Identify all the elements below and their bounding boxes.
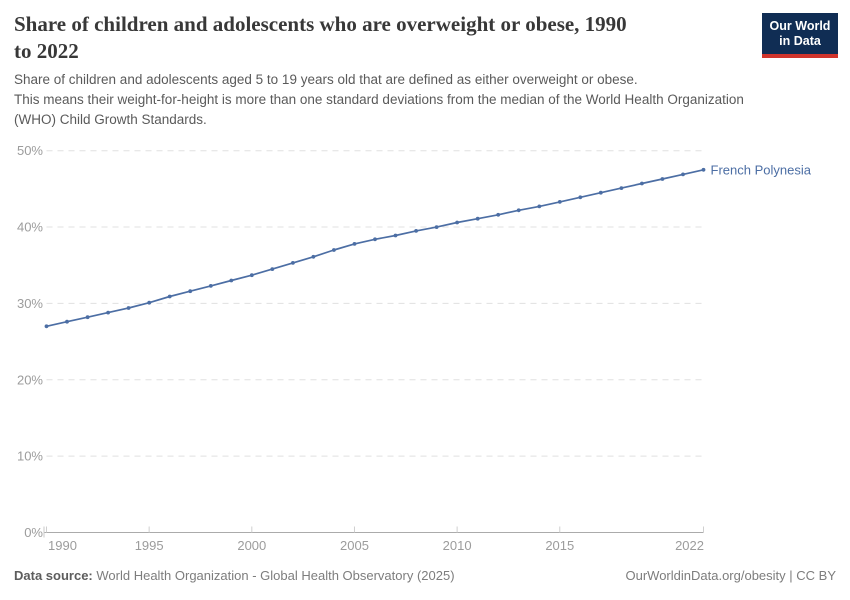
x-axis-tick-label: 2000 (237, 538, 266, 553)
y-axis-tick-label: 0% (24, 525, 43, 540)
x-axis-tick-label: 2015 (545, 538, 574, 553)
data-point (65, 319, 69, 324)
data-point (598, 190, 603, 195)
data-point (619, 186, 624, 191)
footer-link: OurWorldinData.org/obesity | CC BY (625, 568, 837, 583)
x-axis-tick-label: 2010 (443, 538, 472, 553)
chart-footer: Data source: World Health Organization -… (14, 567, 836, 584)
data-source: Data source: World Health Organization -… (14, 567, 455, 584)
data-point (229, 278, 234, 283)
data-point (167, 294, 172, 299)
chart-title: Share of children and adolescents who ar… (14, 11, 754, 65)
series-end-label: French Polynesia (711, 162, 812, 177)
data-line (45, 168, 705, 328)
data-point (249, 273, 254, 278)
data-point (516, 208, 521, 213)
data-point (291, 261, 295, 265)
data-point (537, 204, 542, 209)
x-axis-tick-label: 2005 (340, 538, 369, 553)
data-point (455, 220, 459, 225)
y-axis-tick-label: 50% (17, 143, 43, 158)
data-point (208, 284, 213, 288)
y-axis-tick-label: 30% (17, 296, 43, 311)
data-point (475, 216, 480, 221)
data-point (352, 242, 357, 246)
data-point (270, 267, 275, 271)
data-point (496, 212, 501, 217)
data-point (640, 181, 644, 186)
chart-subtitle-line3: (WHO) Child Growth Standards. (14, 112, 207, 127)
data-point (434, 225, 439, 230)
data-point (44, 324, 49, 329)
data-point (701, 167, 706, 172)
data-point (660, 177, 665, 181)
data-point (311, 254, 316, 259)
chart-subtitle: Share of children and adolescents aged 5… (14, 70, 840, 130)
chart-subtitle-line2: This means their weight-for-height is mo… (14, 92, 744, 107)
data-point (332, 248, 336, 252)
y-axis-tick-label: 10% (17, 449, 43, 464)
chart-subtitle-line1: Share of children and adolescents aged 5… (14, 72, 638, 87)
data-point (188, 289, 193, 294)
chart-title-line2: to 2022 (14, 39, 79, 63)
x-axis-tick-label: 1995 (135, 538, 164, 553)
data-point (681, 172, 685, 177)
data-point (557, 200, 562, 204)
data-point (85, 315, 90, 320)
y-axis-tick-label: 20% (17, 372, 43, 387)
data-point (126, 306, 131, 310)
x-axis-tick-label: 2022 (675, 538, 704, 553)
chart-title-line1: Share of children and adolescents who ar… (14, 12, 627, 36)
data-point (147, 300, 152, 305)
data-source-label: Data source: (14, 568, 93, 583)
data-point (106, 310, 110, 315)
owid-logo: Our World in Data (762, 13, 838, 58)
data-point (578, 195, 583, 200)
data-point (414, 229, 418, 233)
owid-logo-line1: Our World (769, 19, 831, 33)
data-point (393, 233, 398, 238)
x-axis-tick-label: 1990 (48, 538, 77, 553)
owid-logo-line2: in Data (779, 34, 821, 48)
data-point (373, 237, 377, 242)
y-axis-tick-label: 40% (17, 220, 43, 235)
data-source-text: World Health Organization - Global Healt… (96, 568, 455, 583)
